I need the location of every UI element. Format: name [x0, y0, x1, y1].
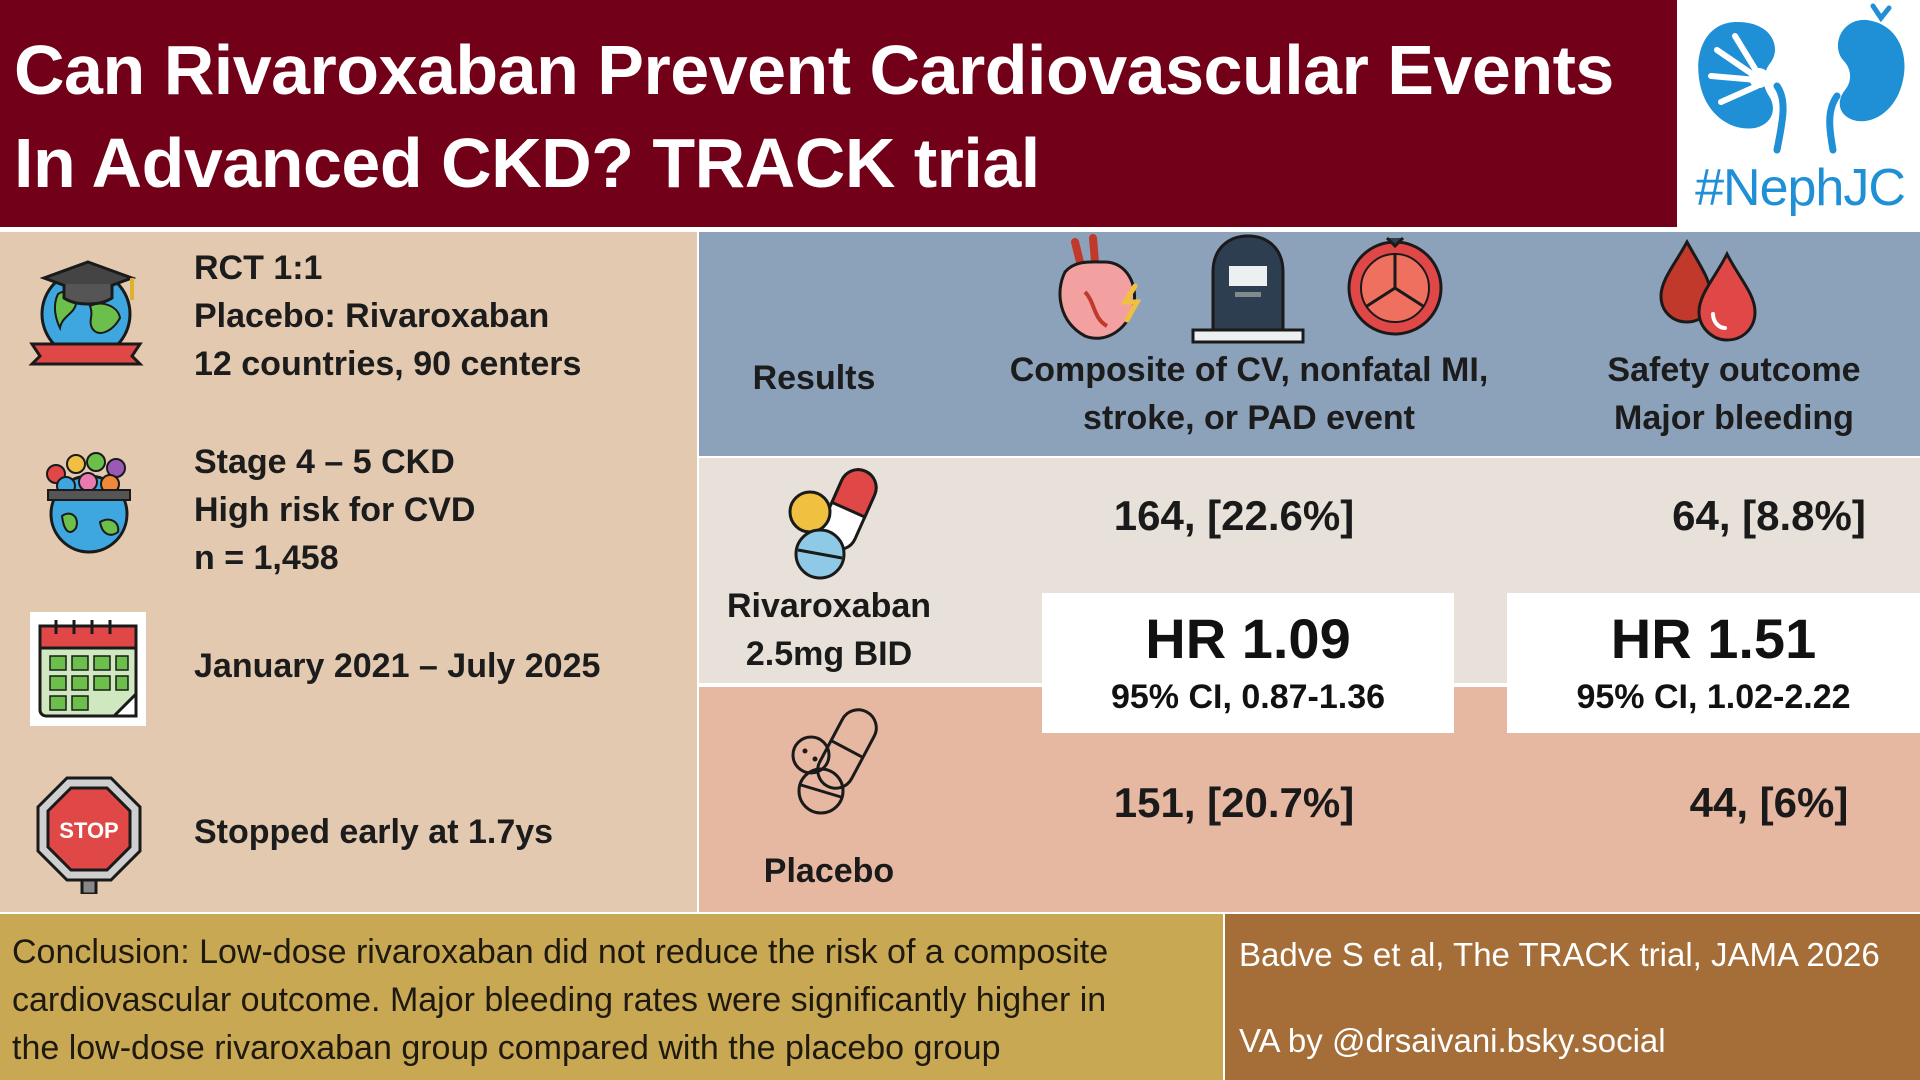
header-line: Major bleeding	[1614, 399, 1854, 437]
title-line-2: In Advanced CKD? TRACK trial	[14, 124, 1040, 202]
placebo-pill-icon	[791, 708, 878, 815]
heart-icon	[1058, 234, 1142, 340]
conclusion-panel: Conclusion: Low-dose rivaroxaban did not…	[0, 914, 1223, 1080]
design-text-line: Stage 4 – 5 CKD	[194, 443, 455, 481]
study-design-panel: RCT 1:1 Placebo: Rivaroxaban 12 countrie…	[0, 232, 697, 912]
composite-hr: HR 1.09	[1145, 607, 1351, 670]
conclusion-text: Conclusion: Low-dose rivaroxaban did not…	[12, 928, 1217, 1072]
header-banner: Can Rivaroxaban Prevent Cardiovascular E…	[0, 0, 1677, 227]
placebo-arm-label: Placebo	[699, 847, 959, 895]
kidney-logo-icon	[1698, 3, 1905, 154]
results-label: Results	[752, 359, 876, 397]
conclusion-line: Conclusion: Low-dose rivaroxaban did not…	[12, 933, 1109, 971]
rivaroxaban-bleeding-value: 64, [8.8%]	[1672, 492, 1866, 539]
blood-cell-icon	[1347, 236, 1443, 336]
arm-label-line: Placebo	[763, 852, 895, 890]
bleeding-ci: 95% CI, 1.02-2.22	[1576, 678, 1851, 716]
rivaroxaban-arm-label: Rivaroxaban 2.5mg BID	[699, 582, 959, 678]
placebo-composite-value: 151, [20.7%]	[1113, 779, 1355, 826]
header-line: Safety outcome	[1607, 351, 1861, 389]
design-text-line: High risk for CVD	[194, 491, 476, 529]
safety-column-header: Safety outcome Major bleeding	[1569, 346, 1899, 442]
conclusion-line: cardiovascular outcome. Major bleeding r…	[12, 981, 1107, 1019]
design-text-line: Placebo: Rivaroxaban	[194, 297, 550, 335]
design-text-line: RCT 1:1	[194, 249, 323, 287]
conclusion-line: the low-dose rivaroxaban group compared …	[12, 1029, 1001, 1067]
placebo-bleeding-value: 44, [6%]	[1689, 779, 1849, 826]
results-header: Results Composite of CV, nonfatal MI, st…	[699, 232, 1920, 456]
citation-panel: Badve S et al, The TRACK trial, JAMA 202…	[1225, 914, 1920, 1080]
svg-text:STOP: STOP	[59, 818, 119, 843]
calendar-icon	[30, 612, 146, 726]
tombstone-icon	[1191, 234, 1305, 344]
composite-column-header: Composite of CV, nonfatal MI, stroke, or…	[929, 346, 1569, 442]
blood-drops-icon	[1659, 238, 1757, 342]
citation-text: Badve S et al, The TRACK trial, JAMA 202…	[1239, 936, 1880, 973]
stop-sign-icon: STOP	[36, 776, 142, 894]
design-text-line: 12 countries, 90 centers	[194, 345, 582, 383]
people-globe-icon	[46, 452, 131, 554]
design-text-line: Stopped early at 1.7ys	[194, 813, 554, 851]
arm-label-line: 2.5mg BID	[745, 635, 913, 673]
design-item-4: Stopped early at 1.7ys	[194, 808, 553, 856]
credit-text: VA by @drsaivani.bsky.social	[1239, 1022, 1666, 1059]
design-item-2: Stage 4 – 5 CKD High risk for CVD n = 1,…	[194, 438, 475, 582]
logo-text: #NephJC	[1695, 159, 1906, 217]
globe-graduation-cap-icon	[28, 260, 144, 366]
rivaroxaban-composite-value: 164, [22.6%]	[1113, 492, 1355, 539]
composite-ci: 95% CI, 0.87-1.36	[1110, 678, 1386, 716]
design-item-1: RCT 1:1 Placebo: Rivaroxaban 12 countrie…	[194, 244, 581, 388]
header-line: Composite of CV, nonfatal MI,	[1009, 351, 1489, 389]
arm-label-line: Rivaroxaban	[726, 587, 932, 625]
bleeding-hr: HR 1.51	[1610, 607, 1817, 670]
design-text-line: January 2021 – July 2025	[194, 647, 601, 685]
pill-capsule-icon	[788, 468, 878, 580]
title-line-1: Can Rivaroxaban Prevent Cardiovascular E…	[14, 31, 1614, 109]
bleeding-hazard-ratio-box: HR 1.51 95% CI, 1.02-2.22	[1507, 593, 1920, 733]
design-item-3: January 2021 – July 2025	[194, 642, 600, 690]
design-text-line: n = 1,458	[194, 539, 339, 577]
nephjc-logo: #NephJC	[1677, 0, 1920, 227]
composite-hazard-ratio-box: HR 1.09 95% CI, 0.87-1.36	[1042, 593, 1454, 733]
header-line: stroke, or PAD event	[1083, 399, 1415, 437]
